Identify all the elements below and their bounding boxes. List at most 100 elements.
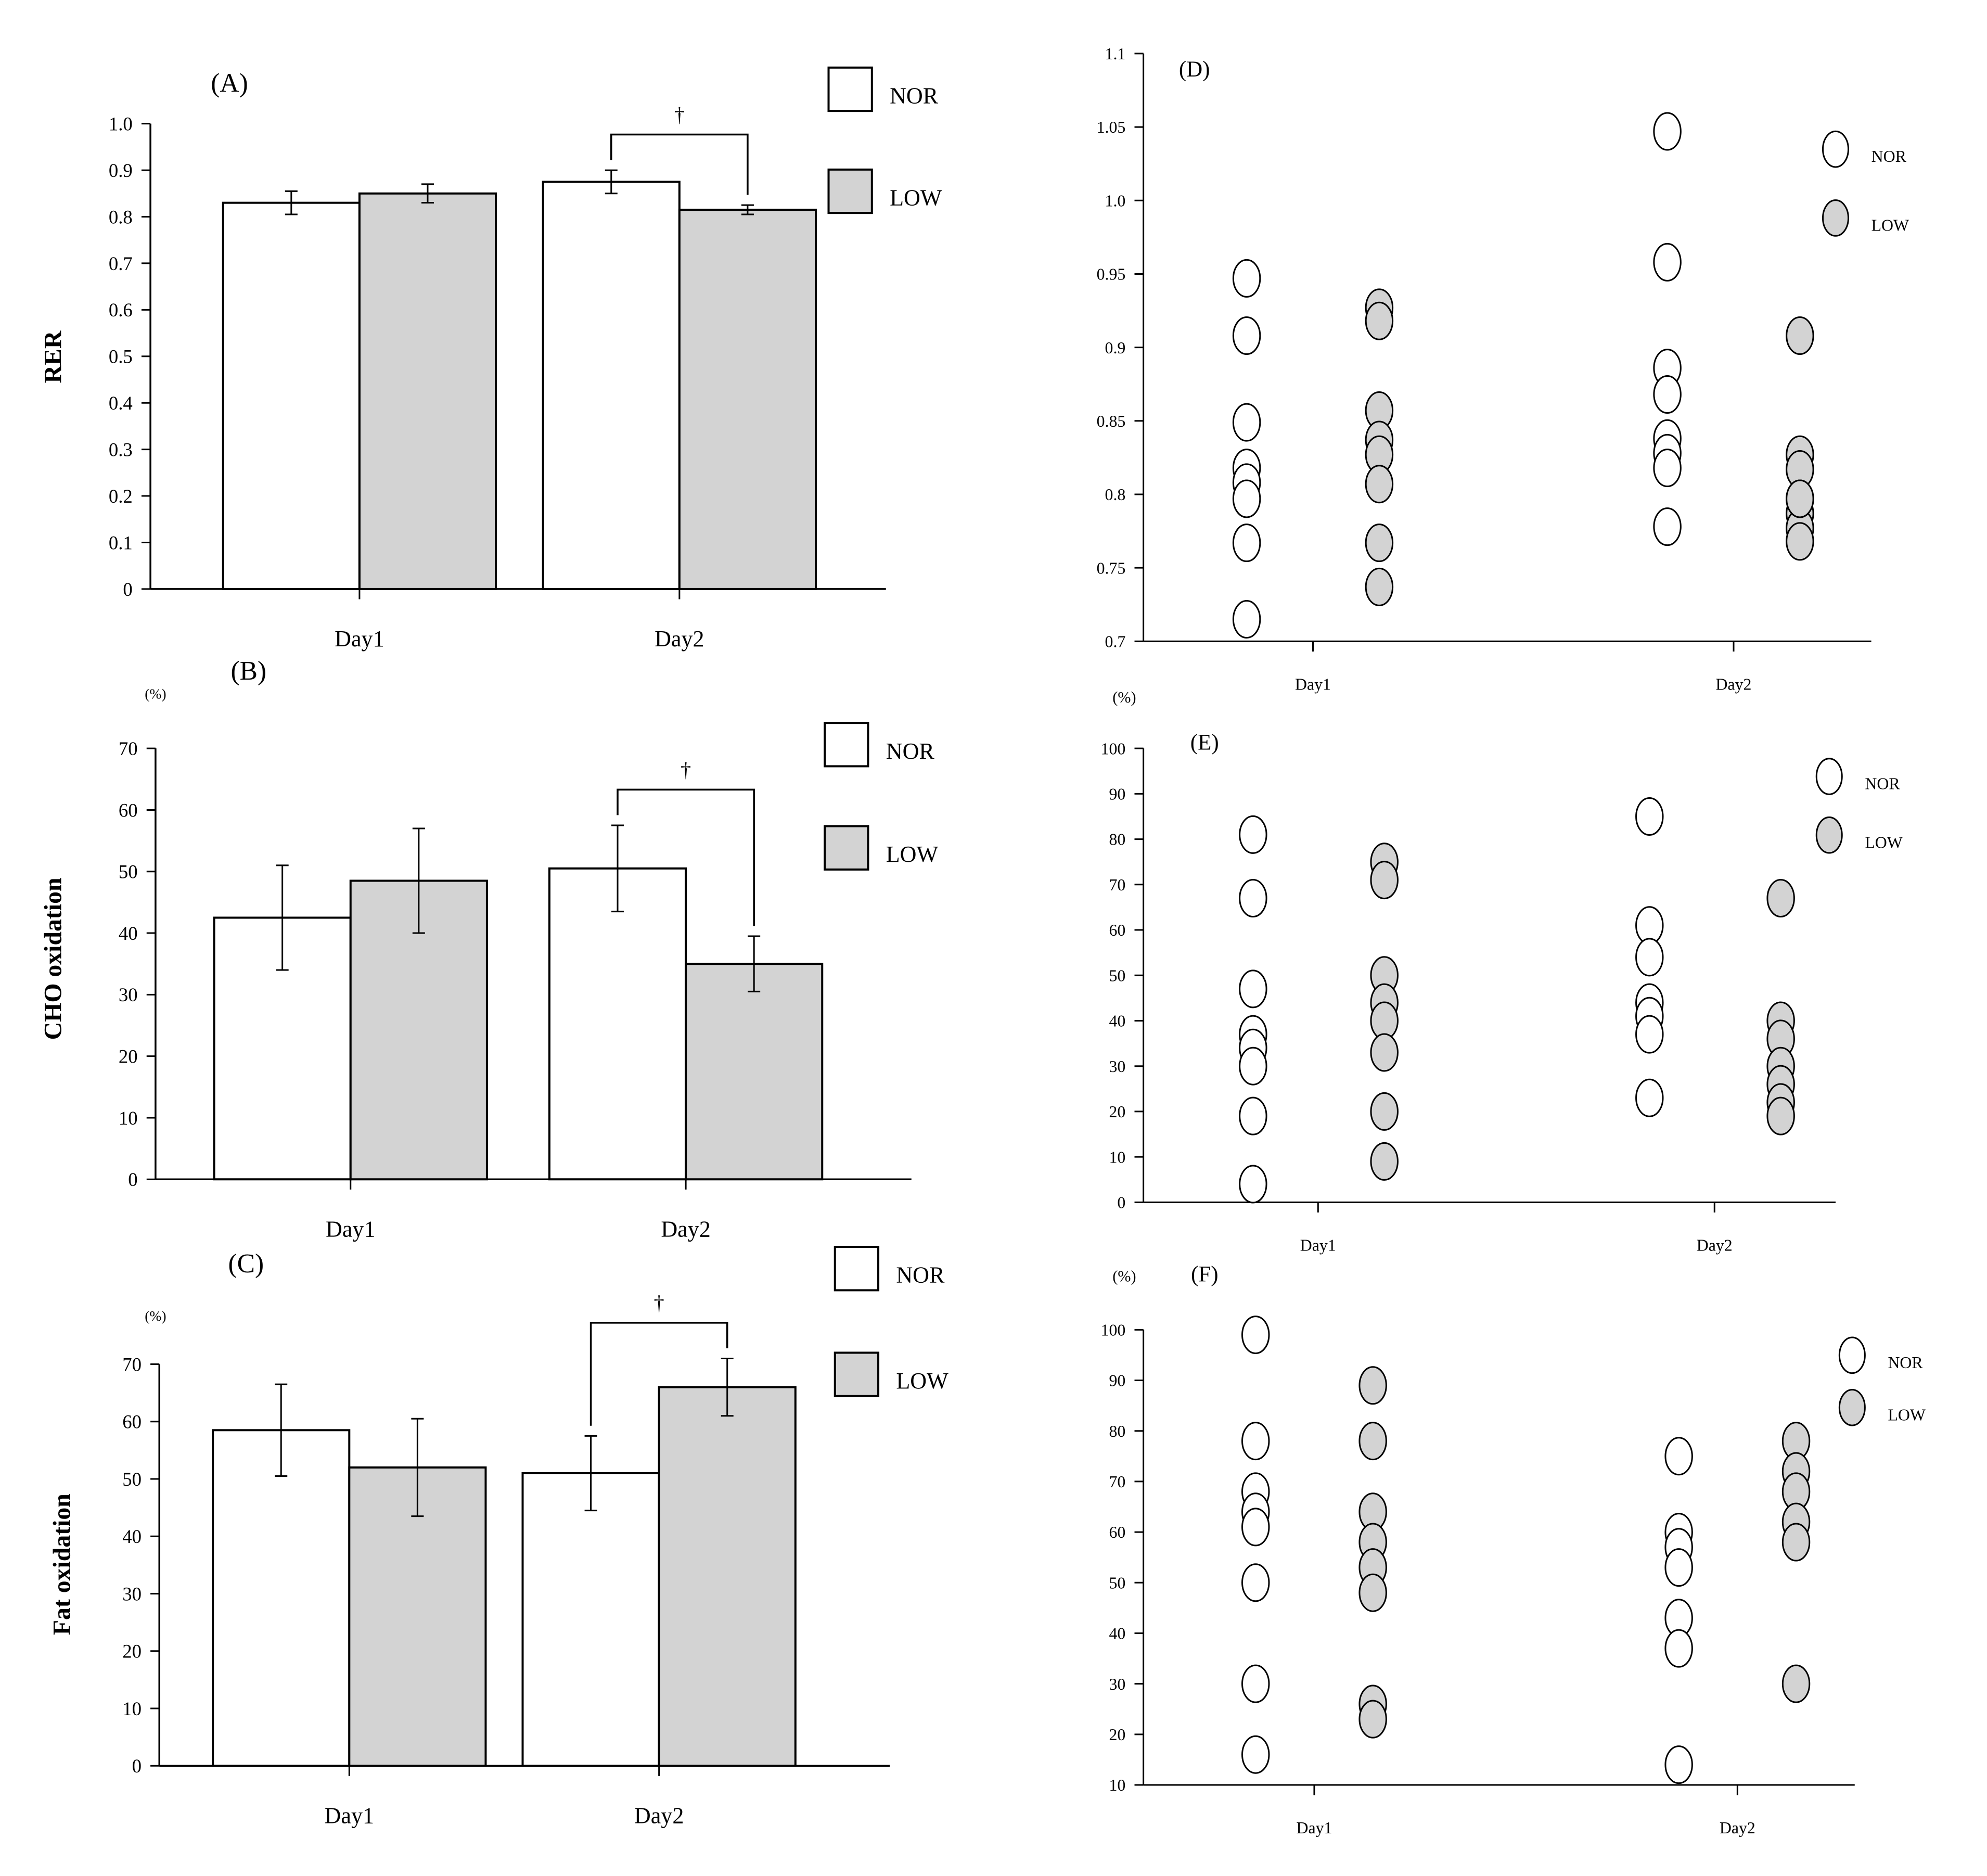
legend-label-nor: NOR xyxy=(1865,775,1900,793)
y-tick-label: 30 xyxy=(122,1583,142,1604)
legend-label-nor: NOR xyxy=(1871,147,1907,165)
point-nor-day1 xyxy=(1241,1508,1270,1547)
y-tick-label: 0.7 xyxy=(1105,632,1126,650)
y-tick-label: 80 xyxy=(1109,831,1126,849)
y-tick-label: 70 xyxy=(122,1354,142,1375)
y-tick-label: 1.0 xyxy=(1105,192,1126,210)
point-nor-day1 xyxy=(1232,403,1261,442)
panel-label: (F) xyxy=(1191,1262,1219,1286)
x-tick-label: Day1 xyxy=(325,1803,375,1829)
legend-marker-nor xyxy=(1822,130,1849,168)
legend-marker-nor xyxy=(1815,758,1843,795)
y-tick-label: 50 xyxy=(1109,966,1126,985)
point-low-day1 xyxy=(1370,1142,1399,1181)
y-tick-label: 0.6 xyxy=(109,299,133,321)
y-tick-label: 40 xyxy=(122,1526,142,1547)
legend-label-nor: NOR xyxy=(1888,1354,1923,1372)
point-nor-day2 xyxy=(1635,797,1664,836)
y-tick-label: 0.75 xyxy=(1097,559,1126,577)
y-tick-label: 10 xyxy=(122,1698,142,1719)
panel-label: (A) xyxy=(211,68,248,98)
legend-label-nor: NOR xyxy=(886,738,935,764)
y-tick-label: 0.85 xyxy=(1097,412,1126,430)
point-nor-day1 xyxy=(1241,1664,1270,1703)
point-nor-day1 xyxy=(1239,1096,1267,1135)
point-nor-day2 xyxy=(1653,243,1682,282)
bar-nor-day2 xyxy=(548,867,687,1181)
y-tick-label: 50 xyxy=(122,1469,142,1490)
bar-low-day2 xyxy=(658,1386,797,1767)
point-low-day1 xyxy=(1370,1033,1399,1072)
y-tick-label: 40 xyxy=(1109,1012,1126,1030)
y-tick-label: 0 xyxy=(123,579,132,600)
y-tick-label: 40 xyxy=(119,923,138,944)
point-low-day2 xyxy=(1781,1523,1811,1562)
y-axis-title: CHO oxidation xyxy=(40,877,67,1040)
y-tick-label: 70 xyxy=(1109,1473,1126,1491)
y-tick-label: 20 xyxy=(119,1046,138,1067)
point-nor-day1 xyxy=(1232,316,1261,355)
legend-label-low: LOW xyxy=(886,841,939,867)
y-axis-title: Fat oxidation xyxy=(48,1494,76,1635)
significance-bracket xyxy=(617,788,755,926)
bar-nor-day2 xyxy=(521,1472,660,1767)
point-nor-day1 xyxy=(1239,1165,1267,1204)
unit-label: (%) xyxy=(1112,688,1136,706)
point-low-day1 xyxy=(1358,1422,1387,1461)
y-tick-label: 0.8 xyxy=(1105,486,1126,504)
y-tick-label: 30 xyxy=(1109,1057,1126,1076)
panel-label: (C) xyxy=(228,1249,264,1279)
y-tick-label: 10 xyxy=(119,1107,138,1129)
significance-mark: † xyxy=(681,758,691,782)
legend-marker-low xyxy=(1822,199,1849,237)
panel-label: (D) xyxy=(1179,57,1210,82)
legend-swatch-nor xyxy=(834,1246,880,1292)
point-low-day1 xyxy=(1365,524,1394,563)
unit-label: (%) xyxy=(1112,1267,1136,1285)
x-tick-label: Day1 xyxy=(335,626,384,652)
point-nor-day2 xyxy=(1653,507,1682,546)
x-tick-label: Day2 xyxy=(661,1217,711,1242)
y-tick-label: 0.4 xyxy=(109,392,133,414)
panel-label: (B) xyxy=(230,656,266,686)
point-nor-day1 xyxy=(1239,815,1267,854)
point-nor-day1 xyxy=(1239,1047,1267,1086)
x-tick-label: Day2 xyxy=(1716,675,1752,693)
y-tick-label: 0.1 xyxy=(109,532,133,553)
bar-low-day2 xyxy=(685,963,824,1181)
legend-swatch-low xyxy=(827,168,873,214)
legend-label-low: LOW xyxy=(1865,833,1903,851)
point-nor-day1 xyxy=(1239,878,1267,917)
x-tick-label: Day1 xyxy=(326,1217,376,1242)
y-tick-label: 100 xyxy=(1101,1321,1126,1339)
x-tick-label: Day2 xyxy=(634,1803,684,1829)
point-low-day2 xyxy=(1786,316,1814,355)
x-tick-label: Day1 xyxy=(1296,1819,1332,1837)
significance-mark: † xyxy=(654,1291,664,1315)
y-tick-label: 1.05 xyxy=(1097,118,1126,136)
point-nor-day2 xyxy=(1653,375,1682,414)
point-nor-day1 xyxy=(1241,1316,1270,1355)
point-nor-day2 xyxy=(1664,1745,1693,1784)
y-tick-label: 1.0 xyxy=(109,113,133,135)
point-nor-day1 xyxy=(1232,259,1261,298)
y-tick-label: 10 xyxy=(1109,1776,1126,1794)
significance-mark: † xyxy=(674,103,685,126)
point-nor-day2 xyxy=(1653,449,1682,488)
y-tick-label: 60 xyxy=(1109,921,1126,939)
legend-label-low: LOW xyxy=(1888,1406,1926,1424)
point-nor-day1 xyxy=(1239,969,1267,1009)
point-low-day2 xyxy=(1786,522,1814,561)
y-tick-label: 0 xyxy=(132,1755,142,1777)
point-nor-day2 xyxy=(1664,1548,1693,1587)
y-axis-title: RER xyxy=(40,330,67,383)
x-tick-label: Day1 xyxy=(1295,675,1331,693)
point-nor-day2 xyxy=(1635,938,1664,977)
x-tick-label: Day2 xyxy=(655,626,704,652)
y-tick-label: 0.3 xyxy=(109,439,133,460)
legend-marker-low xyxy=(1815,816,1843,854)
y-tick-label: 0.8 xyxy=(109,206,133,227)
point-nor-day2 xyxy=(1664,1629,1693,1668)
y-tick-label: 30 xyxy=(1109,1675,1126,1693)
